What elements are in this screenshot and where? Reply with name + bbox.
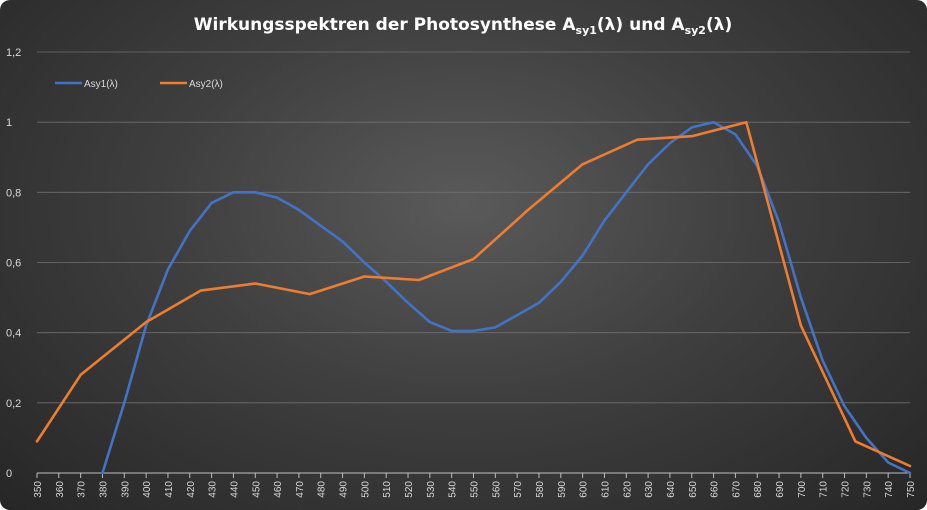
- series-line: [101, 120, 912, 475]
- x-tick-label: 630: [644, 481, 655, 498]
- x-tick-label: 730: [862, 481, 873, 498]
- x-tick-label: 720: [841, 481, 852, 498]
- x-tick-label: 500: [360, 481, 371, 498]
- x-tick-label: 670: [731, 481, 742, 498]
- y-tick-label: 0,8: [6, 187, 21, 199]
- series-layer: [35, 120, 912, 475]
- x-tick-label: 520: [404, 481, 415, 498]
- chart-title-join: und: [623, 15, 671, 35]
- x-tick-label: 470: [295, 481, 306, 498]
- x-tick-label: 480: [317, 481, 328, 498]
- x-tick-label: 560: [491, 481, 502, 498]
- y-tick-label: 0,4: [6, 328, 21, 340]
- legend-label: Asy1(λ): [84, 79, 118, 90]
- chart-title-a1-suffix: (λ): [597, 15, 623, 35]
- x-tick-label: 540: [448, 481, 459, 498]
- chart-title-a2-suffix: (λ): [706, 15, 732, 35]
- x-tick-label: 620: [622, 481, 633, 498]
- x-tick-label: 650: [688, 481, 699, 498]
- legend: Asy1(λ) Asy2(λ): [55, 79, 223, 90]
- legend-label: Asy2(λ): [189, 79, 223, 90]
- chart-title: Wirkungsspektren der Photosynthese Asy1(…: [194, 15, 733, 37]
- x-tick-label: 420: [186, 481, 197, 498]
- x-tick-label: 370: [77, 481, 88, 498]
- chart-title-a2-base: A: [671, 15, 685, 35]
- x-tick-label: 750: [906, 481, 917, 498]
- x-tick-label: 550: [470, 481, 481, 498]
- chart-title-a1-sub: sy1: [576, 24, 597, 37]
- y-tick-label: 0,2: [6, 398, 21, 410]
- x-tick-label: 530: [426, 481, 437, 498]
- x-tick-label: 690: [775, 481, 786, 498]
- axis-layer: 0 0,2 0,4 0,6 0,8 1 1,2 350 360 370 380 390 400 410 42…: [6, 47, 917, 498]
- x-tick-label: 350: [33, 481, 44, 498]
- y-tick-label: 1,2: [6, 47, 21, 59]
- x-tick-label: 510: [382, 481, 393, 498]
- grid-layer: [37, 51, 910, 404]
- x-tick-label: 580: [535, 481, 546, 498]
- chart-title-a1-base: A: [562, 15, 576, 35]
- x-tick-label: 680: [753, 481, 764, 498]
- y-tick-label: 1: [6, 117, 12, 129]
- x-tick-label: 440: [229, 481, 240, 498]
- x-tick-label: 360: [55, 481, 66, 498]
- x-tick-label: 570: [513, 481, 524, 498]
- y-tick-label: 0,6: [6, 258, 21, 270]
- y-tick-label: 0: [6, 468, 12, 480]
- x-tick-label: 700: [797, 481, 808, 498]
- x-tick-label: 430: [208, 481, 219, 498]
- x-tick-label: 390: [120, 481, 131, 498]
- x-tick-label: 740: [884, 481, 895, 498]
- chart-title-prefix: Wirkungsspektren der Photosynthese: [194, 15, 563, 35]
- series-line: [35, 120, 912, 468]
- x-tick-label: 590: [557, 481, 568, 498]
- x-tick-label: 380: [98, 481, 109, 498]
- x-tick-label: 460: [273, 481, 284, 498]
- x-tick-label: 610: [600, 481, 611, 498]
- chart-title-a2-sub: sy2: [685, 24, 706, 37]
- x-tick-label: 710: [819, 481, 830, 498]
- x-tick-label: 600: [579, 481, 590, 498]
- x-tick-label: 400: [142, 481, 153, 498]
- x-tick-label: 490: [339, 481, 350, 498]
- x-tick-label: 640: [666, 481, 677, 498]
- x-tick-label: 410: [164, 481, 175, 498]
- x-tick-label: 660: [710, 481, 721, 498]
- x-tick-label: 450: [251, 481, 262, 498]
